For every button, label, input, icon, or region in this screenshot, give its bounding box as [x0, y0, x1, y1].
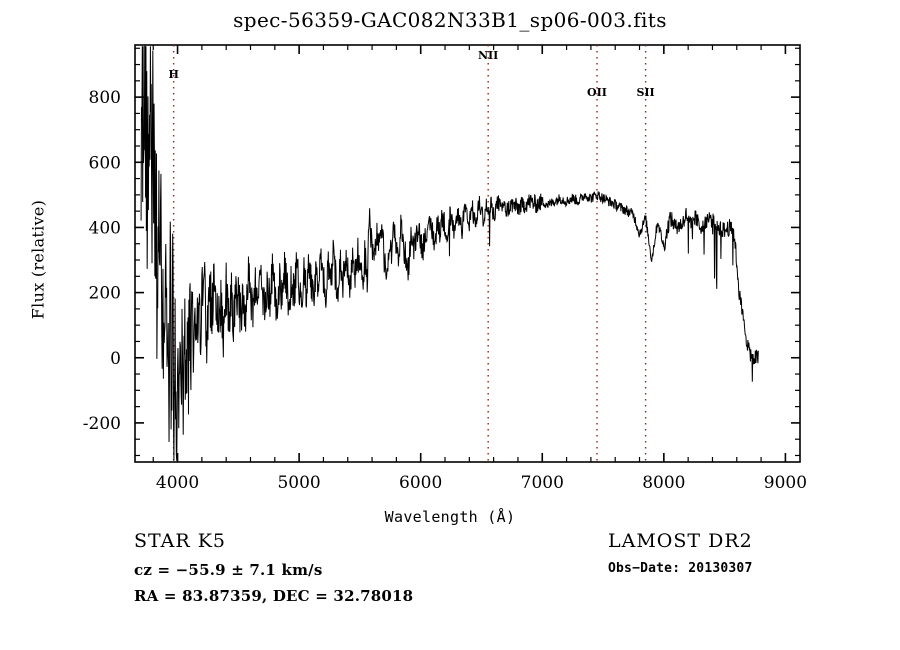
x-tick-label: 8000 [642, 473, 685, 493]
footer-right-block: LAMOST DR2 Obs−Date: 20130307 [608, 530, 753, 584]
y-tick-label: 200 [89, 284, 121, 304]
spectrum-trace [140, 45, 759, 461]
spectral-line-label: H [168, 68, 178, 81]
y-tick-label: 0 [110, 349, 121, 369]
x-tick-label: 9000 [764, 473, 807, 493]
obs-date-label: Obs−Date: 20130307 [608, 561, 753, 576]
coordinates-label: RA = 83.87359, DEC = 32.78018 [134, 587, 414, 605]
y-tick-label: 400 [89, 218, 121, 238]
x-tick-label: 5000 [277, 473, 320, 493]
page-title: spec-56359-GAC082N33B1_sp06-003.fits [233, 8, 667, 32]
x-axis-label: Wavelength (Å) [384, 508, 516, 526]
footer-left-block: STAR K5 cz = −55.9 ± 7.1 km/s RA = 83.87… [134, 530, 413, 613]
x-tick-label: 6000 [399, 473, 442, 493]
footer: STAR K5 cz = −55.9 ± 7.1 km/s RA = 83.87… [0, 530, 900, 650]
x-tick-label: 4000 [156, 473, 199, 493]
plot-frame [134, 44, 801, 463]
y-tick-label: -200 [83, 414, 121, 434]
spectral-line-label: OII [587, 86, 607, 99]
y-tick-label: 600 [89, 153, 121, 173]
survey-label: LAMOST DR2 [608, 530, 753, 552]
y-tick-label: 800 [89, 88, 121, 108]
spectral-line-label: NII [478, 49, 498, 62]
object-class-label: STAR K5 [134, 530, 226, 552]
spectral-line-label: SII [636, 86, 654, 99]
x-tick-label: 7000 [521, 473, 564, 493]
redshift-velocity-label: cz = −55.9 ± 7.1 km/s [134, 561, 323, 579]
